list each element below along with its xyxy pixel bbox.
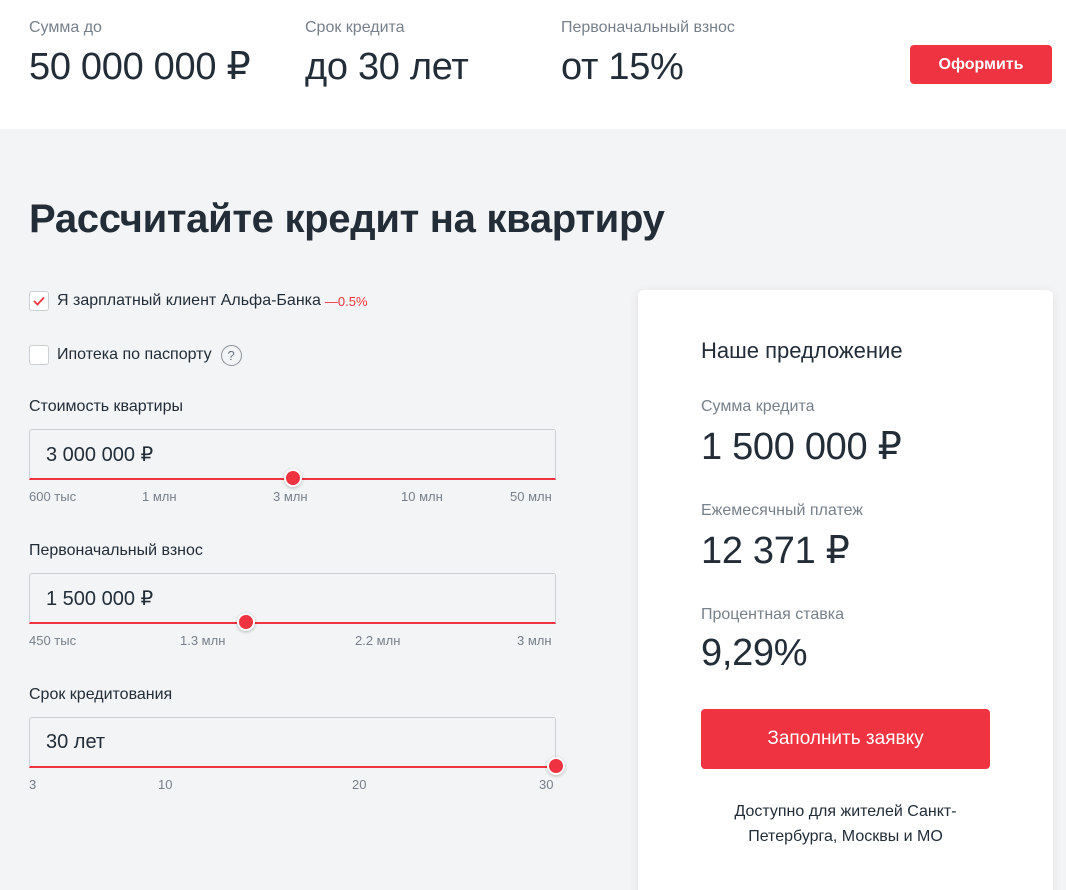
interest-rate-value: 9,29% (701, 632, 808, 674)
down-payment-field[interactable] (29, 573, 556, 624)
down-payment-label: Первоначальный взнос (29, 542, 203, 559)
stat-down-payment: Первоначальный взнос от 15% (561, 18, 735, 90)
stat-term: Срок кредита до 30 лет (305, 18, 469, 90)
rate-discount-badge: —0.5% (324, 293, 368, 309)
price-slider-thumb[interactable] (284, 469, 302, 487)
offer-card: Наше предложение Сумма кредита 1 500 000… (638, 290, 1053, 890)
monthly-payment-label: Ежемесячный платеж (701, 502, 864, 519)
checkmark-icon (33, 296, 45, 306)
salary-client-label: Я зарплатный клиент Альфа-Банка (57, 292, 321, 309)
term-tick: 3 (29, 777, 37, 792)
price-label: Стоимость квартиры (29, 398, 183, 415)
down-payment-tick: 450 тыс (29, 633, 77, 648)
term-slider-thumb[interactable] (547, 757, 565, 775)
stat-value: до 30 лет (305, 46, 469, 88)
stat-label: Срок кредита (305, 19, 405, 36)
interest-rate-label: Процентная ставка (701, 606, 844, 623)
term-field[interactable] (29, 717, 556, 768)
passport-mortgage-checkbox[interactable] (29, 345, 49, 365)
summary-bar: Сумма до 50 000 000 ₽ Срок кредита до 30… (0, 0, 1066, 129)
stat-value: 50 000 000 ₽ (29, 46, 251, 88)
price-tick: 3 млн (273, 489, 308, 504)
offer-title: Наше предложение (701, 338, 903, 363)
price-tick: 600 тыс (29, 489, 77, 504)
term-tick: 30 (539, 777, 554, 792)
loan-amount-value: 1 500 000 ₽ (701, 426, 902, 468)
stat-label: Сумма до (29, 19, 102, 36)
availability-note: Доступно для жителей Санкт-Петербурга, М… (734, 803, 957, 845)
price-tick: 50 млн (510, 489, 552, 504)
term-label: Срок кредитования (29, 686, 173, 703)
stat-label: Первоначальный взнос (561, 19, 735, 36)
passport-mortgage-label: Ипотека по паспорту (57, 346, 212, 363)
submit-application-button[interactable]: Заполнить заявку (701, 709, 990, 769)
down-payment-input[interactable] (30, 574, 555, 622)
term-tick: 10 (158, 777, 173, 792)
loan-amount-label: Сумма кредита (701, 398, 815, 415)
down-payment-tick: 3 млн (517, 633, 552, 648)
page-title: Рассчитайте кредит на квартиру (29, 197, 665, 241)
term-input[interactable] (30, 718, 555, 766)
down-payment-tick: 1.3 млн (180, 633, 226, 648)
passport-mortgage-option[interactable]: Ипотека по паспорту ? (29, 344, 242, 366)
price-tick: 10 млн (401, 489, 443, 504)
question-icon[interactable]: ? (220, 344, 242, 366)
stat-max-amount: Сумма до 50 000 000 ₽ (29, 18, 251, 90)
salary-client-checkbox[interactable] (29, 291, 49, 311)
price-tick: 1 млн (142, 489, 177, 504)
salary-client-option[interactable]: Я зарплатный клиент Альфа-Банка —0.5% (29, 290, 368, 312)
term-tick: 20 (352, 777, 367, 792)
stat-value: от 15% (561, 46, 684, 88)
monthly-payment-value: 12 371 ₽ (701, 530, 850, 572)
apply-button-top[interactable]: Оформить (910, 45, 1052, 84)
down-payment-slider-thumb[interactable] (237, 613, 255, 631)
down-payment-tick: 2.2 млн (355, 633, 401, 648)
